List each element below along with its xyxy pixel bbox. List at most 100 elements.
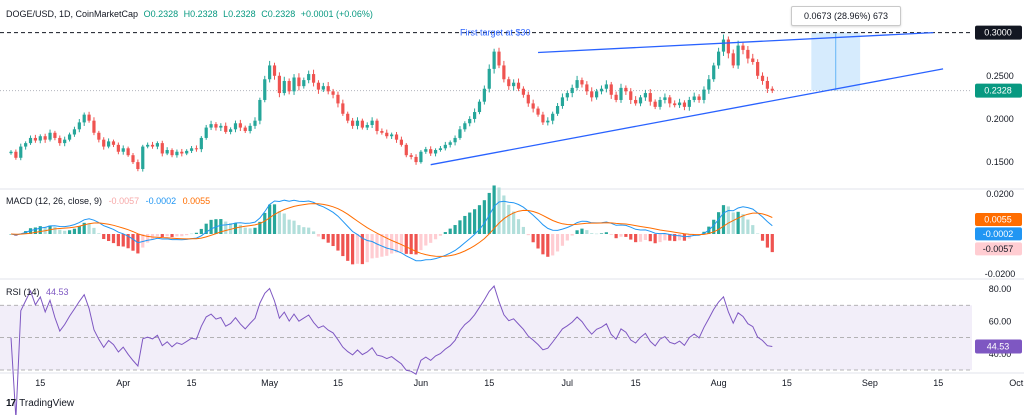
candle bbox=[307, 74, 311, 81]
candle bbox=[77, 122, 81, 130]
candle bbox=[9, 151, 13, 154]
macd-histogram-bar bbox=[175, 234, 179, 237]
macd-histogram-bar bbox=[731, 212, 735, 234]
candle bbox=[731, 53, 735, 66]
target-price-badge bbox=[975, 25, 1022, 40]
target-price-label: 0.3000 bbox=[984, 28, 1012, 38]
candle bbox=[102, 139, 106, 147]
macd-histogram-bar bbox=[507, 204, 511, 234]
candle bbox=[131, 155, 135, 163]
macd-histogram-bar bbox=[512, 211, 516, 234]
macd-histogram-bar bbox=[297, 225, 301, 234]
candle bbox=[677, 102, 682, 106]
price-axis-tick: 0.2500 bbox=[986, 71, 1014, 81]
candle bbox=[150, 144, 155, 147]
candle bbox=[341, 103, 345, 114]
time-axis-tick: Sep bbox=[862, 378, 878, 388]
resistance-trendline[interactable] bbox=[538, 31, 934, 54]
macd-histogram-bar bbox=[414, 234, 418, 255]
candle bbox=[229, 129, 233, 132]
rsi-line bbox=[10, 285, 773, 419]
macd-histogram-bar bbox=[516, 219, 521, 234]
candle bbox=[258, 99, 262, 121]
symbol-header: DOGE/USD, 1D, CoinMarketCap O0.2328 H0.2… bbox=[6, 9, 376, 19]
macd-histogram-bar bbox=[72, 228, 77, 234]
macd-histogram-bar bbox=[155, 234, 159, 237]
macd-histogram-bar bbox=[258, 221, 262, 234]
macd-histogram-bar bbox=[712, 219, 716, 234]
candle bbox=[687, 99, 691, 107]
macd-histogram-bar bbox=[463, 215, 467, 234]
macd-histogram-bar bbox=[726, 206, 730, 234]
candle bbox=[580, 80, 584, 85]
last-price-label: 0.2328 bbox=[984, 86, 1012, 96]
candle bbox=[751, 58, 755, 62]
candle bbox=[116, 144, 120, 152]
macd-histogram-bar bbox=[53, 226, 57, 234]
candle bbox=[453, 137, 457, 143]
macd-line-badge bbox=[975, 227, 1022, 241]
symbol-title[interactable]: DOGE/USD, 1D, CoinMarketCap bbox=[6, 9, 139, 19]
candle bbox=[180, 151, 184, 154]
macd-histogram-bar bbox=[253, 227, 257, 234]
tradingview-logo[interactable]: 17 TradingView bbox=[6, 398, 74, 409]
candle bbox=[155, 143, 159, 147]
macd-histogram-bar bbox=[351, 234, 355, 265]
candle bbox=[638, 97, 643, 104]
macd-signal-badge bbox=[975, 213, 1022, 226]
macd-histogram-bar bbox=[58, 229, 62, 234]
candle bbox=[473, 112, 477, 119]
candle bbox=[63, 139, 67, 144]
macd-histogram-bar bbox=[346, 234, 350, 261]
macd-histogram-bar bbox=[619, 234, 623, 237]
macd-histogram-bar bbox=[385, 234, 389, 256]
macd-histogram-bar bbox=[107, 234, 111, 242]
candle bbox=[126, 148, 130, 156]
rsi-legend: RSI (14) 44.53 bbox=[6, 287, 73, 297]
macd-axis-tick: 0.0200 bbox=[986, 189, 1014, 199]
macd-histogram-bar bbox=[473, 209, 477, 234]
macd-histogram-bar bbox=[604, 232, 608, 234]
candle bbox=[253, 120, 257, 126]
candle bbox=[414, 156, 418, 163]
macd-histogram-bar bbox=[121, 234, 125, 247]
support-trendline[interactable] bbox=[430, 68, 944, 166]
candle bbox=[643, 93, 647, 98]
macd-histogram-bar bbox=[585, 230, 589, 234]
rsi-axis-tick: 80.00 bbox=[989, 284, 1012, 294]
tradingview-mark-icon: 17 bbox=[6, 398, 16, 409]
macd-histogram-bar bbox=[248, 228, 252, 234]
candle bbox=[609, 84, 613, 95]
time-axis-tick: 15 bbox=[484, 378, 494, 388]
candle bbox=[726, 39, 730, 54]
rsi-title[interactable]: RSI (14) bbox=[6, 287, 40, 297]
candle bbox=[438, 148, 443, 151]
rsi-value: 44.53 bbox=[46, 287, 69, 297]
candle bbox=[673, 103, 677, 106]
macd-histogram-bar bbox=[570, 234, 574, 236]
macd-hist-value: -0.0057 bbox=[108, 196, 140, 206]
time-axis-tick: 15 bbox=[933, 378, 943, 388]
candle bbox=[33, 137, 37, 141]
macd-title[interactable]: MACD (12, 26, close, 9) bbox=[6, 196, 103, 206]
macd-histogram-bar bbox=[721, 205, 726, 234]
macd-histogram-bar bbox=[404, 234, 408, 254]
candle bbox=[634, 99, 638, 104]
candle bbox=[614, 94, 618, 100]
macd-hist-badge-label: -0.0057 bbox=[983, 244, 1014, 254]
macd-histogram-bar bbox=[292, 220, 296, 234]
time-axis-tick: 15 bbox=[35, 378, 45, 388]
candle bbox=[248, 125, 252, 132]
candle bbox=[546, 120, 550, 123]
macd-histogram-bar bbox=[126, 234, 130, 249]
candle bbox=[770, 88, 774, 91]
candle bbox=[697, 96, 701, 100]
candle bbox=[756, 61, 760, 76]
rsi-axis-tick: 60.00 bbox=[989, 316, 1012, 326]
candle bbox=[458, 129, 462, 138]
candle bbox=[712, 65, 716, 80]
macd-histogram-bar bbox=[760, 234, 765, 241]
ohlc-low: L0.2328 bbox=[223, 9, 256, 19]
candle bbox=[502, 65, 506, 80]
